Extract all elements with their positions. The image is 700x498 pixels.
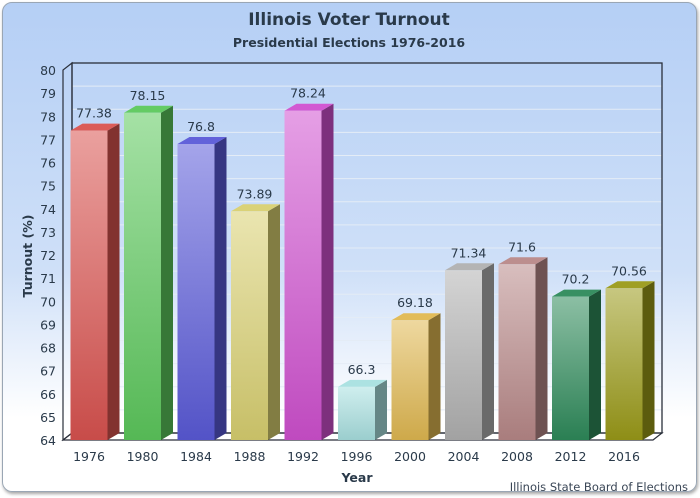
x-axis-label: Year (341, 470, 374, 485)
source-credit: Illinois State Board of Elections (510, 480, 688, 494)
x-tick-label: 2004 (448, 449, 480, 464)
bar-front (498, 264, 536, 440)
y-tick-label: 73 (40, 225, 56, 240)
y-axis-ticks: 64 65 66 67 68 69 70 71 72 73 74 75 76 77 78 79 80 (40, 63, 56, 448)
y-tick-label: 64 (40, 433, 56, 448)
y-tick-label: 74 (40, 202, 56, 217)
y-tick-label: 69 (40, 317, 56, 332)
bar-top (445, 263, 494, 271)
bar-top (498, 257, 548, 265)
bar-top (124, 105, 173, 113)
bar-front (124, 112, 161, 440)
value-label: 66.3 (348, 362, 376, 377)
bar-2004: 71.34 (445, 245, 494, 440)
bar-front (391, 320, 429, 440)
chart-title: Illinois Voter Turnout (248, 10, 450, 30)
bar-top (231, 204, 280, 212)
chart-subtitle: Presidential Elections 1976-2016 (233, 35, 466, 50)
bar-1980: 78.15 (124, 88, 173, 440)
bar-top (177, 137, 227, 144)
bar-1996: 66.3 (338, 362, 387, 440)
x-tick-label: 2008 (501, 449, 533, 464)
bar-1984: 76.8 (177, 119, 227, 440)
x-tick-label: 1992 (287, 449, 319, 464)
value-label: 76.8 (187, 119, 215, 134)
y-tick-label: 78 (40, 109, 56, 124)
x-tick-label: 1996 (341, 449, 373, 464)
bar-side (161, 105, 173, 440)
y-tick-label: 65 (40, 410, 56, 425)
bar-2012: 70.2 (552, 272, 601, 440)
bar-side (589, 289, 601, 440)
x-tick-label: 1988 (234, 449, 266, 464)
y-tick-label: 76 (40, 156, 56, 171)
value-label: 70.2 (562, 272, 590, 287)
value-label: 73.89 (237, 186, 273, 201)
value-label: 71.34 (451, 245, 487, 260)
bar-side (642, 281, 655, 440)
y-tick-label: 72 (40, 248, 56, 263)
bar-2008: 71.6 (498, 239, 548, 440)
bar-front (231, 211, 268, 440)
y-tick-label: 70 (40, 294, 56, 309)
bar-2016: 70.56 (605, 263, 655, 440)
bar-front (338, 386, 375, 440)
y-axis-label: Turnout (%) (20, 215, 35, 298)
bar-top (391, 313, 441, 321)
y-tick-label: 80 (40, 63, 56, 78)
bar-top (70, 123, 120, 131)
bar-side (535, 257, 548, 440)
bar-2000: 69.18 (391, 295, 441, 440)
bar-side (107, 123, 120, 441)
bar-top (338, 379, 387, 387)
bar-1976: 77.38 (70, 106, 120, 441)
x-tick-label: 1984 (180, 449, 212, 464)
bar-1992: 78.24 (284, 86, 334, 440)
bar-1988: 73.89 (231, 186, 280, 440)
x-tick-label: 2000 (394, 449, 426, 464)
bar-side (375, 379, 387, 440)
y-tick-label: 67 (40, 364, 56, 379)
bars: 77.38 78.15 76.8 73.89 78.24 66.3 69.18 71.34 71… (70, 86, 655, 441)
value-label: 77.38 (76, 106, 112, 121)
y-tick-label: 75 (40, 179, 56, 194)
y-tick-label: 79 (40, 86, 56, 101)
x-tick-label: 2016 (608, 449, 640, 464)
value-label: 70.56 (611, 263, 647, 278)
bar-top (552, 289, 601, 297)
bar-front (177, 144, 215, 440)
x-axis-ticks: 1976 1980 1984 1988 1992 1996 2000 2004 2008 2012… (73, 449, 640, 464)
bar-front (552, 296, 589, 440)
y-tick-label: 77 (40, 132, 56, 147)
value-label: 71.6 (508, 239, 536, 254)
y-tick-label: 68 (40, 341, 56, 356)
x-tick-label: 2012 (555, 449, 587, 464)
bar-front (605, 288, 643, 440)
x-tick-label: 1980 (127, 449, 159, 464)
bar-side (214, 137, 227, 440)
bar-side (428, 313, 441, 440)
x-tick-label: 1976 (73, 449, 105, 464)
bar-front (284, 110, 322, 440)
bar-side (321, 103, 334, 440)
bar-top (284, 103, 334, 111)
bar-side (482, 263, 494, 440)
y-tick-label: 66 (40, 387, 56, 402)
bar-side (268, 204, 280, 440)
bar-top (605, 281, 655, 289)
value-label: 78.15 (130, 88, 166, 103)
bar-front (445, 270, 482, 440)
value-label: 69.18 (397, 295, 433, 310)
y-tick-label: 71 (40, 271, 56, 286)
value-label: 78.24 (290, 86, 326, 101)
bar-front (70, 130, 108, 440)
